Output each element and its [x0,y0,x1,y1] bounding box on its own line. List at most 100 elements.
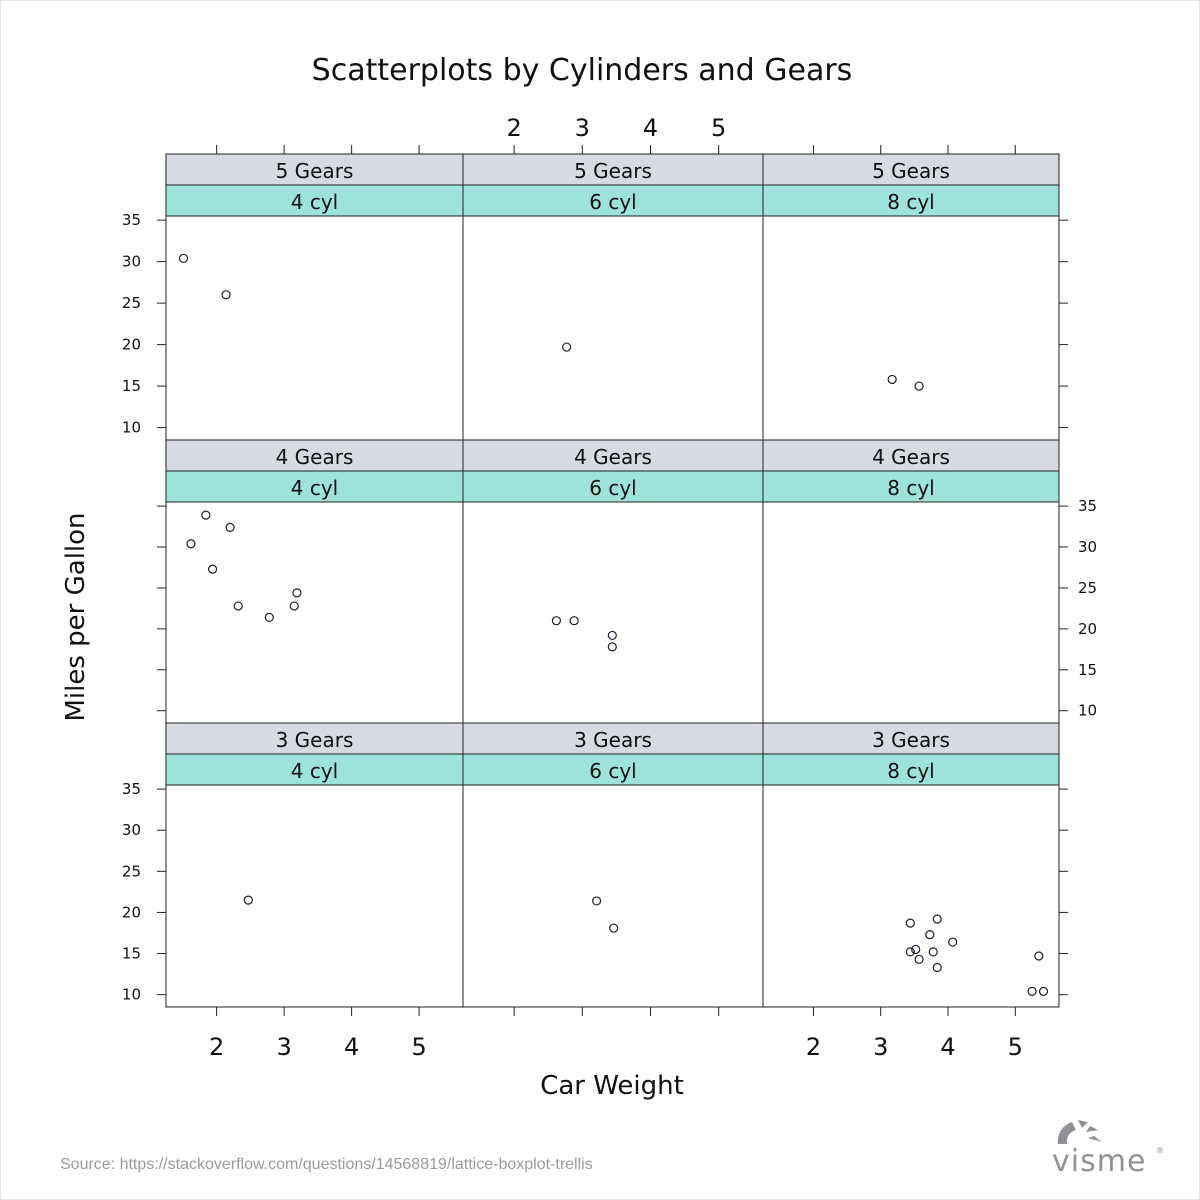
strip-cyl [762,184,1060,217]
panel-frame [462,784,764,1008]
panel-frame [762,784,1060,1008]
data-point [551,616,562,626]
data-point [932,962,942,973]
chart-title: Scatterplots by Cylinders and Gears [312,53,853,88]
y-axis-title: Miles per Gallon [61,512,91,721]
strip-cyl-label: 8 cyl [887,476,934,500]
strip-cyl-label: 8 cyl [887,190,934,214]
visme-logo-icon [1057,1120,1102,1144]
data-point [178,253,189,263]
data-point [928,947,938,957]
y-tick-label-left: 10 [122,419,141,437]
y-tick-label-left: 35 [122,211,141,229]
strip-cyl-label: 6 cyl [589,476,636,500]
strip-cyl-label: 8 cyl [887,759,934,783]
data-point [607,630,617,641]
y-tick-label-right: 25 [1078,579,1097,597]
panel-grid: 5 Gears 4 cyl 5 Gears 6 cyl 5 Gears 8 cyl 4 Ge… [122,114,1097,1061]
strip-gears-label: 5 Gears [872,159,950,183]
visme-logo-text: visme [1052,1144,1147,1179]
y-tick-label-right: 15 [1078,661,1097,679]
data-point [948,937,958,947]
data-point [207,564,218,574]
visme-logo: visme ® [1052,1118,1167,1180]
y-tick-label-left: 15 [122,377,141,395]
x-tick-label-bottom: 5 [411,1033,426,1061]
x-tick-label-top: 3 [575,114,590,142]
data-point [562,342,572,352]
strip-gears-label: 4 Gears [574,445,652,469]
y-tick-label-left: 20 [122,336,141,354]
strip-cyl [762,470,1060,503]
strip-gears-label: 4 Gears [872,445,950,469]
panel-frame [762,215,1060,441]
data-point [221,290,231,300]
panel-frame [462,501,764,724]
panel-frame [165,215,464,441]
data-point [911,944,921,955]
data-point [292,588,302,598]
y-tick-label-left: 10 [122,986,141,1004]
data-point [887,374,897,385]
strip-cyl [165,753,464,786]
strip-cyl [762,753,1060,786]
x-tick-label-bottom: 3 [873,1033,888,1061]
strip-gears [762,722,1060,755]
data-point [1034,951,1044,961]
data-point [243,895,253,905]
data-point [186,539,196,549]
y-tick-label-left: 25 [122,294,141,312]
x-tick-label-top: 2 [506,114,521,142]
y-tick-label-left: 30 [122,253,141,271]
data-point [914,954,924,964]
strip-cyl [462,470,764,503]
x-axis-title: Car Weight [540,1071,684,1101]
strip-gears [165,722,464,755]
strip-cyl [462,184,764,217]
strip-gears-label: 5 Gears [574,159,652,183]
strip-gears-label: 3 Gears [574,728,652,752]
panel-frame [165,784,464,1008]
x-tick-label-bottom: 4 [344,1033,359,1061]
panel-frame [762,501,1060,724]
source-note: Source: https://stackoverflow.com/questi… [60,1156,593,1173]
data-point [914,381,924,391]
y-tick-label-right: 30 [1078,538,1097,556]
strip-gears-label: 3 Gears [872,728,950,752]
y-tick-label-left: 20 [122,903,141,921]
strip-cyl-label: 4 cyl [291,759,338,783]
data-point [264,612,274,623]
y-tick-label-right: 35 [1078,497,1097,515]
data-point [225,522,235,532]
x-tick-label-bottom: 5 [1008,1033,1023,1061]
data-point [592,896,602,906]
strip-cyl-label: 4 cyl [291,476,338,500]
strip-cyl-label: 6 cyl [589,759,636,783]
data-point [289,601,299,611]
x-tick-label-top: 5 [711,114,726,142]
strip-gears-label: 4 Gears [276,445,354,469]
data-point [607,642,617,652]
y-tick-label-right: 20 [1078,620,1097,638]
strip-gears [462,722,764,755]
data-point [925,930,935,940]
strip-cyl-label: 6 cyl [589,190,636,214]
x-tick-label-top: 4 [643,114,658,142]
strip-cyl [165,470,464,503]
strip-cyl [462,753,764,786]
data-point [1027,986,1037,996]
data-point [233,601,243,611]
y-tick-label-left: 15 [122,945,141,963]
strip-gears [762,439,1060,472]
data-point [609,923,619,933]
y-tick-label-left: 30 [122,821,141,839]
strip-gears-label: 5 Gears [276,159,354,183]
strip-gears [165,439,464,472]
strip-gears-label: 3 Gears [276,728,354,752]
data-point [201,510,211,520]
y-tick-label-right: 10 [1078,702,1097,720]
data-point [905,918,915,928]
data-point [569,616,579,626]
y-tick-label-left: 25 [122,862,141,880]
